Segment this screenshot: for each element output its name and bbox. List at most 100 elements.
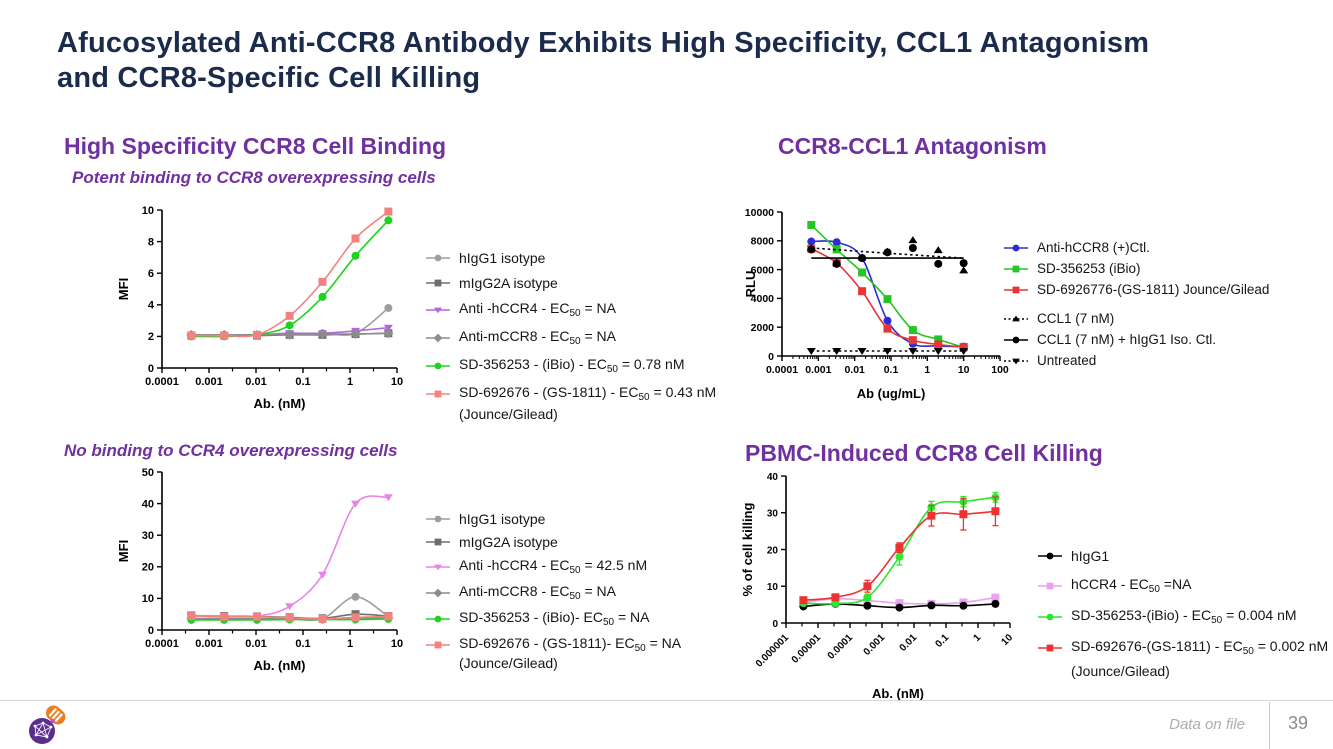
legend-item: CCL1 (7 nM)	[1003, 311, 1269, 326]
svg-text:0.0001: 0.0001	[826, 632, 856, 662]
svg-text:0.001: 0.001	[195, 638, 223, 650]
legend-label-line2: (Jounce/Gilead)	[459, 406, 558, 422]
svg-text:0.001: 0.001	[195, 376, 223, 388]
svg-text:6000: 6000	[751, 264, 775, 276]
legend-circle-marker-icon	[426, 615, 450, 622]
svg-text:10000: 10000	[745, 207, 774, 219]
legend-item: Anti -hCCR4 - EC50 = NA	[425, 300, 716, 319]
svg-text:Ab (ug/mL): Ab (ug/mL)	[857, 386, 926, 401]
legend-triangle-down-marker-icon	[1004, 358, 1028, 364]
svg-text:30: 30	[142, 530, 154, 542]
svg-text:4: 4	[148, 300, 155, 312]
svg-text:0: 0	[768, 351, 774, 363]
svg-text:0.0001: 0.0001	[145, 376, 179, 388]
legend-item: mIgG2A isotype	[425, 275, 716, 291]
legend-ccl1-antagonism: Anti-hCCR8 (+)Ctl. SD-356253 (iBio) SD-692…	[1003, 240, 1269, 368]
chart-canvas-ccr4-binding: 0 10 20 30 40 50 0.0001 0.001 0.01 0.1 1 10 Ab. (nM)…	[116, 467, 403, 673]
svg-text:1: 1	[347, 638, 353, 650]
svg-text:0.1: 0.1	[295, 638, 310, 650]
svg-text:0.1: 0.1	[295, 376, 310, 388]
legend-circle-marker-icon	[1004, 336, 1028, 343]
legend-label: SD-692676-(GS-1811) - EC50 = 0.002 nM	[1071, 638, 1329, 657]
legend-item: Anti -hCCR4 - EC50 = 42.5 nM	[425, 557, 681, 576]
legend-triangle-down-marker-icon	[426, 307, 450, 313]
svg-text:0.01: 0.01	[245, 638, 266, 650]
legend-square-marker-icon	[426, 641, 450, 648]
ec50-subscript: 50	[634, 643, 646, 654]
chart-canvas-ccl1-antagonism: 0 2000 4000 6000 8000 10000 0.0001 0.001 0.01 0.1…	[743, 207, 1009, 401]
footer-divider-line	[0, 700, 1333, 701]
footer-vertical-divider	[1269, 702, 1270, 749]
svg-text:0: 0	[148, 363, 154, 375]
legend-label: SD-356253-(iBio) - EC50 = 0.004 nM	[1071, 607, 1297, 626]
svg-text:0.0001: 0.0001	[145, 638, 179, 650]
legend-circle-marker-icon	[1038, 613, 1062, 620]
ec50-subscript: 50	[602, 617, 615, 628]
legend-item: hIgG1 isotype	[425, 250, 716, 266]
legend-label: SD-6926776-(GS-1811) Jounce/Gilead	[1037, 282, 1270, 297]
legend-pbmc-killing: hIgG1 hCCR4 - EC50 =NA SD-356253-(iBio) - …	[1037, 548, 1328, 679]
svg-text:MFI: MFI	[116, 540, 131, 562]
slide-title: Afucosylated Anti-CCR8 Antibody Exhibits…	[57, 27, 1150, 94]
legend-ccr4-binding: hIgG1 isotype mIgG2A isotype Anti -hCCR4 -…	[425, 511, 681, 671]
svg-text:10: 10	[391, 638, 403, 650]
legend-item: SD-692676-(GS-1811) - EC50 = 0.002 nM	[1037, 638, 1328, 657]
svg-text:RLU: RLU	[743, 271, 758, 298]
legend-square-marker-icon	[1004, 265, 1028, 272]
svg-text:1: 1	[924, 364, 930, 376]
legend-label: mIgG2A isotype	[459, 534, 558, 550]
svg-text:0.01: 0.01	[844, 364, 865, 376]
svg-text:30: 30	[767, 509, 779, 520]
legend-label: hIgG1	[1071, 548, 1110, 564]
svg-text:8000: 8000	[751, 236, 775, 248]
ec50-subscript: 50	[569, 308, 581, 319]
legend-label-line2: (Jounce/Gilead)	[1071, 663, 1170, 679]
legend-circle-marker-icon	[1004, 244, 1028, 251]
legend-label: CCL1 (7 nM) + hIgG1 Iso. Ctl.	[1037, 332, 1216, 347]
svg-text:0.000001: 0.000001	[754, 632, 792, 670]
section-heading-antagonism: CCR8-CCL1 Antagonism	[778, 133, 1047, 159]
chart-ccl1-antagonism: 0 2000 4000 6000 8000 10000 0.0001 0.001 0.01 0.1…	[742, 198, 1042, 433]
subtitle-ccr4-binding: No binding to CCR4 overexpressing cells	[64, 441, 398, 460]
svg-text:10: 10	[142, 205, 154, 217]
svg-text:0.1: 0.1	[934, 632, 952, 650]
legend-diamond-marker-icon	[426, 588, 450, 597]
svg-text:Ab. (nM): Ab. (nM)	[872, 686, 924, 701]
legend-square-marker-icon	[426, 390, 450, 397]
svg-text:1: 1	[347, 376, 353, 388]
legend-label: SD-692676 - (GS-1811) - EC50 = 0.43 nM	[459, 384, 717, 403]
svg-text:0: 0	[772, 619, 778, 630]
svg-text:0.001: 0.001	[862, 632, 888, 658]
legend-label: hIgG1 isotype	[459, 250, 546, 266]
legend-circle-marker-icon	[426, 254, 450, 262]
legend-item: CCL1 (7 nM) + hIgG1 Iso. Ctl.	[1003, 332, 1269, 347]
legend-label: Anti -hCCR4 - EC50 = NA	[459, 300, 616, 319]
svg-text:0.01: 0.01	[245, 376, 266, 388]
legend-triangle-up-marker-icon	[1004, 315, 1028, 321]
legend-label: SD-356253 - (iBio) - EC50 = 0.78 nM	[459, 356, 685, 375]
subtitle-ccr8-binding: Potent binding to CCR8 overexpressing ce…	[72, 168, 436, 187]
legend-square-marker-icon	[426, 279, 450, 287]
footer-note: Data on file	[1169, 716, 1245, 733]
svg-text:2000: 2000	[751, 322, 775, 334]
page-number: 39	[1287, 713, 1309, 733]
svg-text:0.01: 0.01	[898, 632, 920, 654]
chart-ccr8-binding: 0 2 4 6 8 10 0.0001 0.001 0.01 0.1 1 10 Ab. (nM) MFI	[112, 196, 412, 433]
svg-text:10: 10	[142, 593, 154, 605]
svg-text:0.00001: 0.00001	[790, 632, 824, 666]
svg-text:0.001: 0.001	[805, 364, 831, 376]
svg-text:6: 6	[148, 268, 154, 280]
svg-text:10: 10	[958, 364, 970, 376]
svg-text:10: 10	[391, 376, 403, 388]
legend-item: SD-356253-(iBio) - EC50 = 0.004 nM	[1037, 607, 1328, 626]
legend-item: SD-692676 - (GS-1811)- EC50 = NA	[425, 635, 681, 654]
legend-circle-marker-icon	[426, 515, 450, 523]
legend-label: Anti -hCCR4 - EC50 = 42.5 nM	[459, 557, 648, 576]
legend-label: hIgG1 isotype	[459, 511, 546, 527]
company-logo-icon	[29, 705, 66, 744]
legend-item: Anti-hCCR8 (+)Ctl.	[1003, 240, 1269, 255]
legend-label: mIgG2A isotype	[459, 275, 558, 291]
legend-item: SD-356253 (iBio)	[1003, 261, 1269, 276]
legend-label: Anti-mCCR8 - EC50 = NA	[459, 328, 616, 347]
